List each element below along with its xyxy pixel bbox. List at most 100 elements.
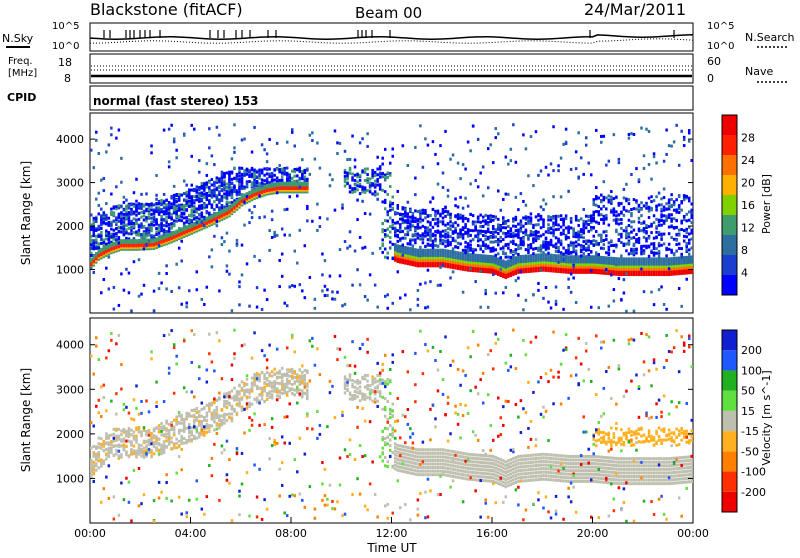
power-cell xyxy=(665,265,668,268)
power-cell xyxy=(233,151,236,154)
power-cell xyxy=(386,213,389,216)
power-cell xyxy=(397,221,400,224)
velocity-cell xyxy=(125,440,128,443)
power-cell xyxy=(175,193,178,196)
power-cell xyxy=(444,215,447,218)
power-cell xyxy=(577,260,580,263)
power-cell xyxy=(384,295,387,298)
power-cell xyxy=(605,238,608,241)
power-cell xyxy=(643,260,646,263)
power-cell xyxy=(223,174,226,177)
power-cell xyxy=(193,188,196,191)
power-cell xyxy=(658,192,661,195)
power-cell xyxy=(590,260,593,263)
power-cell xyxy=(610,211,613,214)
power-cell xyxy=(414,228,417,231)
power-cell xyxy=(690,209,693,212)
power-cell xyxy=(165,287,168,290)
power-cell xyxy=(103,211,106,214)
power-cell xyxy=(552,234,555,237)
power-cell xyxy=(311,139,314,142)
velocity-cell xyxy=(103,445,106,448)
power-cell xyxy=(618,268,621,271)
power-cell xyxy=(201,191,204,194)
power-cell xyxy=(196,221,199,224)
power-cell xyxy=(193,210,196,213)
velocity-cell xyxy=(95,345,98,348)
power-cell xyxy=(484,289,487,292)
power-cell xyxy=(258,169,261,172)
power-cell xyxy=(165,264,168,267)
power-cell xyxy=(113,308,116,311)
power-cell xyxy=(344,240,347,243)
power-cell xyxy=(93,222,96,225)
power-cell xyxy=(479,214,482,217)
power-cell xyxy=(557,240,560,243)
power-cell xyxy=(402,248,405,251)
power-cell xyxy=(510,240,513,243)
power-cell xyxy=(673,217,676,220)
power-cell xyxy=(175,215,178,218)
power-cell xyxy=(690,214,693,217)
power-cell xyxy=(484,292,487,295)
power-cell xyxy=(123,233,126,236)
power-cell xyxy=(520,220,523,223)
power-cell xyxy=(653,303,656,306)
power-cell xyxy=(678,262,681,265)
power-cell xyxy=(376,193,379,196)
power-cell xyxy=(645,270,648,273)
power-cell xyxy=(512,260,515,263)
power-cell xyxy=(329,173,332,176)
power-cell xyxy=(625,272,628,275)
power-cell xyxy=(545,264,548,267)
power-cell xyxy=(555,265,558,268)
power-cell xyxy=(595,221,598,224)
power-cell xyxy=(500,261,503,264)
power-cell xyxy=(540,169,543,172)
power-cell xyxy=(628,235,631,238)
power-cell xyxy=(675,272,678,275)
power-cell xyxy=(221,174,224,177)
power-cell xyxy=(130,203,133,206)
velocity-cell xyxy=(130,417,133,420)
power-cell xyxy=(103,221,106,224)
power-cell xyxy=(283,208,286,211)
power-cell xyxy=(276,182,279,185)
power-cell xyxy=(640,263,643,266)
power-cell xyxy=(228,178,231,181)
power-cell xyxy=(178,204,181,207)
power-cell xyxy=(645,273,648,276)
power-cell xyxy=(618,260,621,263)
power-cell xyxy=(628,133,631,136)
power-cell xyxy=(397,247,400,250)
velocity-cell xyxy=(98,411,101,414)
power-cell xyxy=(221,236,224,239)
power-cell xyxy=(542,222,545,225)
power-cell xyxy=(623,196,626,199)
power-cell xyxy=(404,215,407,218)
velocity-cell xyxy=(90,447,93,450)
power-cell xyxy=(304,296,307,299)
power-cell xyxy=(462,215,465,218)
power-cell xyxy=(487,186,490,189)
power-cell xyxy=(630,220,633,223)
power-cell xyxy=(487,260,490,263)
power-cell xyxy=(424,257,427,260)
power-cell xyxy=(520,243,523,246)
velocity-cell xyxy=(115,392,118,395)
power-cell xyxy=(515,269,518,272)
power-cell xyxy=(495,235,498,238)
power-cell xyxy=(271,236,274,239)
power-cell xyxy=(525,260,528,263)
power-cell xyxy=(479,248,482,251)
power-cell xyxy=(527,234,530,237)
power-cell xyxy=(690,211,693,214)
power-cell xyxy=(565,214,568,217)
velocity-cell xyxy=(100,447,103,450)
velocity-cell xyxy=(118,428,121,431)
power-cell xyxy=(90,243,93,246)
power-cell xyxy=(595,263,598,266)
power-cell xyxy=(527,174,530,177)
power-cell xyxy=(670,225,673,228)
power-cell xyxy=(170,202,173,205)
